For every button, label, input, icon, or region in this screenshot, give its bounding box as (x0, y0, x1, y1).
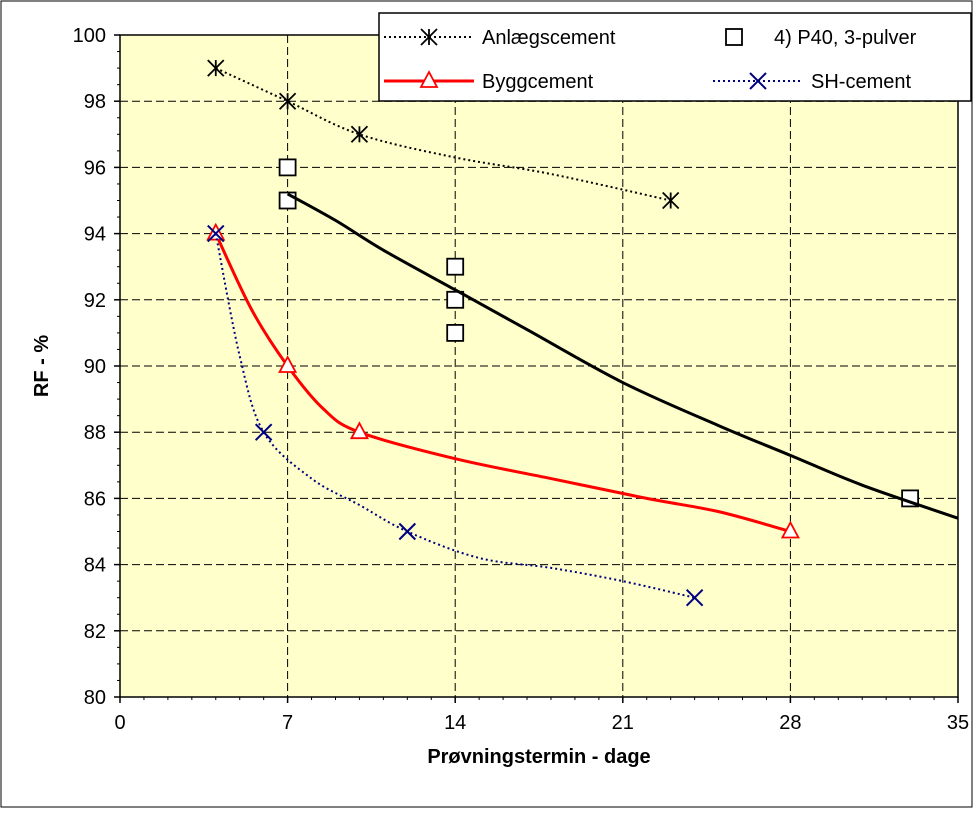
y-tick-label: 100 (73, 25, 106, 47)
data-point (446, 323, 465, 342)
data-point (446, 290, 465, 309)
legend-item: Anlægscement (384, 27, 616, 49)
series-2 (206, 222, 800, 539)
axes: 0 7 14 21 28 35 80 82 84 86 88 90 92 94 96 98 100 (73, 25, 970, 734)
y-tick-label: 80 (84, 687, 106, 709)
legend-item: Byggcement (384, 70, 594, 93)
legend-marker (749, 72, 767, 90)
data-point (278, 92, 297, 110)
legend: Anlægscement 4) P40, 3-pulver Byggcement SH… (378, 12, 972, 102)
series-1 (278, 158, 920, 508)
legend-label: 4) P40, 3-pulver (774, 27, 917, 49)
y-tick-label: 90 (84, 356, 106, 378)
x-tick-label: 14 (444, 712, 466, 734)
y-tick-label: 94 (84, 224, 106, 246)
series-line (214, 232, 791, 533)
data-point (207, 59, 225, 77)
x-tick-label: 0 (114, 712, 125, 734)
data-point (349, 421, 369, 440)
y-tick-label: 86 (84, 488, 106, 510)
x-tick-label: 21 (612, 712, 634, 734)
legend-label: Byggcement (482, 71, 594, 93)
series-0 (207, 59, 680, 210)
legend-label: Anlægscement (482, 27, 616, 49)
data-point (350, 125, 369, 143)
y-tick-label: 92 (84, 290, 106, 312)
grid-lines (120, 35, 958, 697)
x-tick-label: 7 (282, 712, 293, 734)
y-tick-label: 98 (84, 91, 106, 113)
y-tick-label: 96 (84, 157, 106, 179)
series-line (215, 67, 671, 202)
data-point (254, 423, 273, 441)
y-tick-label: 84 (84, 555, 106, 577)
data-point (780, 520, 800, 539)
series-3 (207, 224, 704, 607)
series-layer (206, 59, 959, 607)
x-tick-label: 35 (947, 712, 969, 734)
y-tick-label: 88 (84, 422, 106, 444)
data-point (206, 222, 226, 241)
series-line (286, 192, 959, 520)
data-point (685, 588, 704, 607)
data-point (207, 224, 225, 243)
data-point (278, 355, 298, 373)
legend-marker (725, 28, 743, 46)
y-tick-label: 82 (84, 621, 106, 643)
legend-item: 4) P40, 3-pulver (725, 27, 917, 49)
legend-item: SH-cement (713, 71, 911, 93)
legend-marker (420, 28, 438, 46)
legend-box (378, 12, 972, 102)
data-point (662, 191, 680, 210)
legend-label: SH-cement (811, 71, 911, 93)
x-tick-label: 28 (779, 712, 801, 734)
data-point (278, 158, 297, 177)
series-4 (286, 192, 959, 520)
data-point (446, 257, 465, 276)
legend-marker (419, 70, 439, 88)
data-point (398, 522, 417, 541)
y-axis-title: RF - % (31, 335, 53, 397)
x-axis-title: Prøvningstermin - dage (427, 746, 650, 768)
series-line (214, 233, 695, 599)
